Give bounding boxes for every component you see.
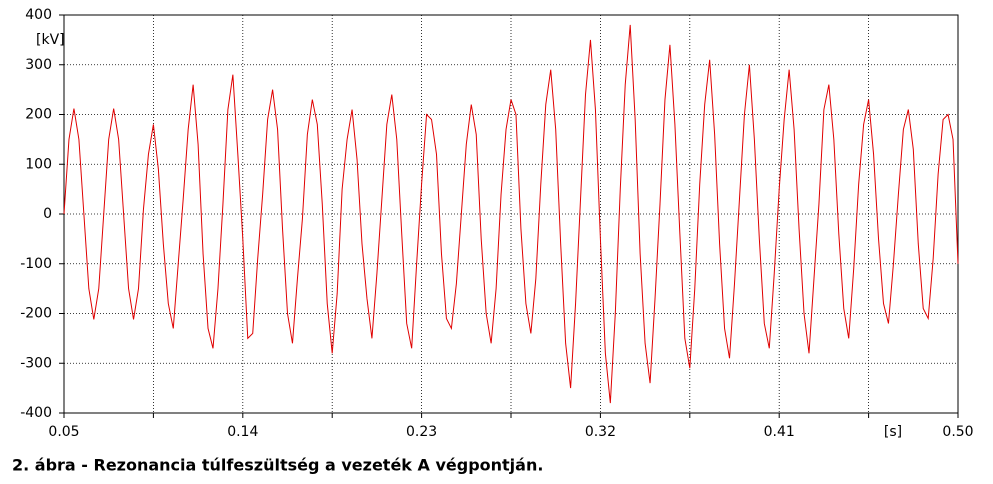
caption: 2. ábra - Rezonancia túlfeszültség a vez… — [12, 456, 543, 475]
y-tick-label: 400 — [25, 7, 52, 23]
y-tick-label: -100 — [20, 256, 52, 272]
x-tick-label: 0.32 — [585, 424, 616, 440]
x-tick-label: 0.23 — [406, 424, 437, 440]
x-tick-label: 0.05 — [48, 424, 79, 440]
y-tick-label: 300 — [25, 57, 52, 73]
x-tick-label: 0.50 — [942, 424, 973, 440]
y-tick-label: -300 — [20, 355, 52, 371]
y-tick-label: -400 — [20, 405, 52, 421]
y-tick-label: 200 — [25, 107, 52, 123]
y-tick-label: 0 — [43, 206, 52, 222]
y-axis-label: [kV] — [36, 32, 65, 48]
x-tick-label: 0.41 — [764, 424, 795, 440]
signal-line — [63, 24, 959, 404]
y-tick-label: 100 — [25, 156, 52, 172]
y-tick-label: -200 — [20, 306, 52, 322]
x-tick-label: 0.14 — [227, 424, 258, 440]
x-axis-label: [s] — [884, 424, 902, 440]
